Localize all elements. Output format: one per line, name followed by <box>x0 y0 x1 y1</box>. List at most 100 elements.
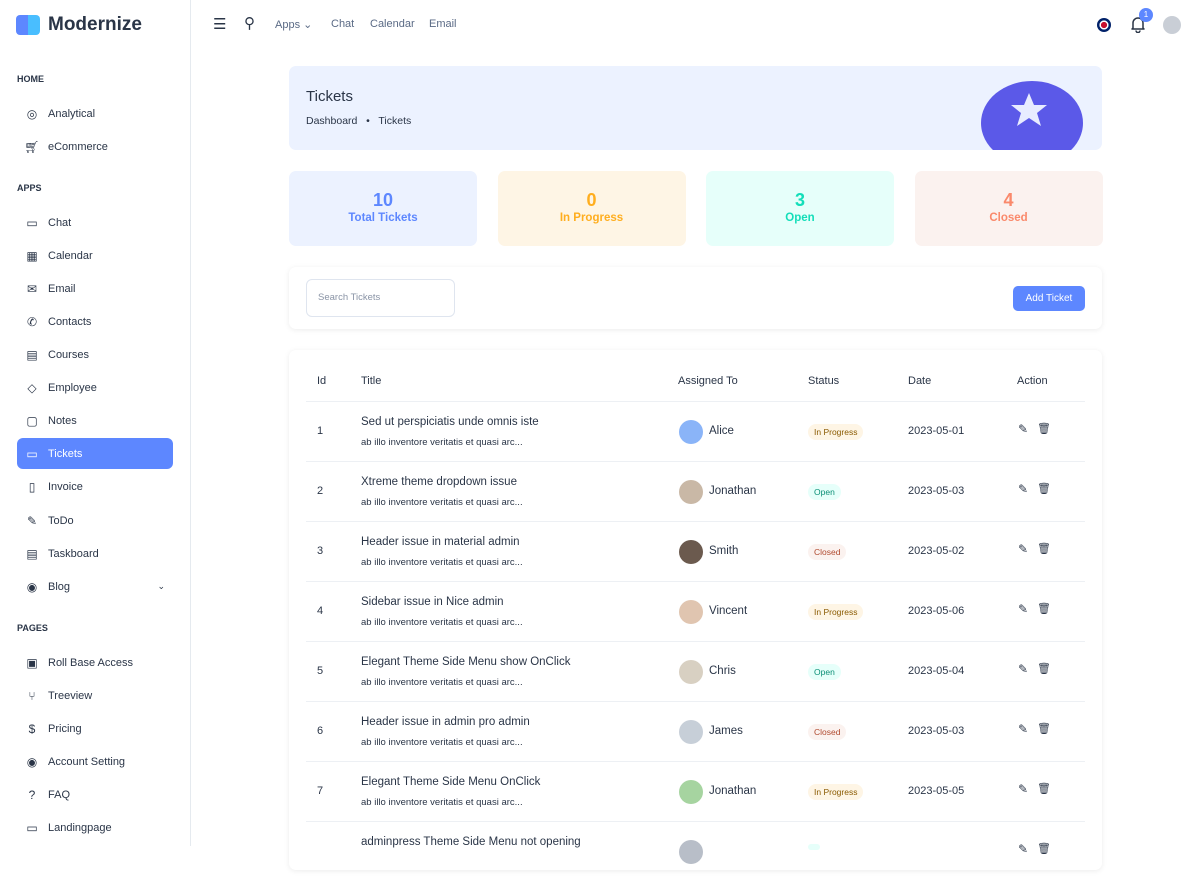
sidebar-item-invoice[interactable]: ▯ Invoice <box>17 471 173 502</box>
sidebar-item-faq[interactable]: ? FAQ <box>17 779 173 810</box>
sidebar-item-contacts[interactable]: ✆ Contacts <box>26 314 92 329</box>
ticket-title[interactable]: Sidebar issue in Nice admin <box>361 596 504 608</box>
stat-card[interactable]: 0 In Progress <box>497 171 686 246</box>
add-ticket-button[interactable]: Add Ticket <box>1013 286 1085 311</box>
trash-icon[interactable]: 🗑︎ <box>1037 483 1051 495</box>
trash-icon[interactable]: 🗑︎ <box>1037 423 1051 435</box>
edit-icon[interactable]: ✎ <box>1018 722 1029 736</box>
courses-icon: ▤ <box>26 347 38 362</box>
page-banner: Tickets Dashboard • Tickets <box>289 66 1102 150</box>
edit-icon[interactable]: ✎ <box>1018 782 1029 796</box>
status-badge: Closed <box>808 724 847 740</box>
dollar-icon: $ <box>28 721 36 736</box>
logo[interactable]: Modernize <box>16 14 142 36</box>
edit-icon[interactable]: ✎ <box>1018 662 1029 676</box>
stat-card[interactable]: 10 Total Tickets <box>289 171 477 246</box>
nav-chat[interactable]: Chat <box>331 18 355 30</box>
sidebar-item-calendar[interactable]: ▦ Calendar <box>26 248 93 263</box>
trash-icon[interactable]: 🗑︎ <box>1037 843 1051 855</box>
table-row[interactable]: 4 Sidebar issue in Nice admin ab illo in… <box>306 581 1085 641</box>
trash-icon[interactable]: 🗑︎ <box>1037 723 1051 735</box>
section-title: PAGES <box>17 623 48 633</box>
message-icon: ▭ <box>26 215 38 230</box>
ticket-title[interactable]: adminpress Theme Side Menu not opening <box>361 836 581 848</box>
ticket-title[interactable]: Xtreme theme dropdown issue <box>361 476 517 488</box>
ticket-toolbar: Search Tickets Add Ticket <box>289 267 1102 329</box>
ticket-date: 2023-05-01 <box>908 425 965 437</box>
edit-icon[interactable]: ✎ <box>1018 422 1029 436</box>
avatar <box>679 420 703 444</box>
table-row[interactable]: 2 Xtreme theme dropdown issue ab illo in… <box>306 461 1085 521</box>
tickets-table: Id Title Assigned To Status Date Action 1 Sed… <box>289 350 1102 870</box>
page-title: Tickets <box>306 88 353 105</box>
sidebar-item-chat[interactable]: ▭ Chat <box>26 215 72 230</box>
ticket-subtitle: ab illo inventore veritatis et quasi arc… <box>361 677 523 688</box>
trash-icon[interactable]: 🗑︎ <box>1037 663 1051 675</box>
assignee-name: Alice <box>709 425 734 437</box>
sidebar-item-treeview[interactable]: ⑂ Treeview <box>17 680 173 711</box>
table-row[interactable]: adminpress Theme Side Menu not opening ✎… <box>306 821 1085 881</box>
sidebar-item-account-setting[interactable]: ◉ Account Setting <box>26 754 126 769</box>
ticket-title[interactable]: Header issue in admin pro admin <box>361 716 530 728</box>
sidebar-item-ecommerce[interactable]: 🛒︎ eCommerce <box>24 139 108 154</box>
ticket-id: 4 <box>317 605 324 617</box>
trash-icon[interactable]: 🗑︎ <box>1037 543 1051 555</box>
trash-icon[interactable]: 🗑︎ <box>1037 603 1051 615</box>
edit-icon[interactable]: ✎ <box>1018 542 1029 556</box>
sidebar-item-roll-base-access[interactable]: ▣ Roll Base Access <box>26 655 133 670</box>
chevron-down-icon: ⌄ <box>157 581 165 591</box>
search-input[interactable]: Search Tickets <box>306 279 455 317</box>
user-avatar[interactable] <box>1163 16 1181 34</box>
table-row[interactable]: 5 Elegant Theme Side Menu show OnClick a… <box>306 641 1085 701</box>
blog-icon: ◉ <box>26 579 38 594</box>
uk-flag-icon[interactable] <box>1097 18 1111 32</box>
nav-calendar[interactable]: Calendar <box>370 18 415 30</box>
ticket-title[interactable]: Header issue in material admin <box>361 536 520 548</box>
avatar <box>679 780 703 804</box>
sidebar-item-email[interactable]: ✉ Email <box>26 281 76 296</box>
menu-icon[interactable]: ☰ <box>213 16 227 33</box>
table-row[interactable]: 3 Header issue in material admin ab illo… <box>306 521 1085 581</box>
ticket-subtitle: ab illo inventore veritatis et quasi arc… <box>361 617 523 628</box>
breadcrumb-current: Tickets <box>378 115 412 127</box>
table-row[interactable]: 7 Elegant Theme Side Menu OnClick ab ill… <box>306 761 1085 821</box>
sidebar-item-courses[interactable]: ▤ Courses <box>26 347 89 362</box>
table-row[interactable]: 6 Header issue in admin pro admin ab ill… <box>306 701 1085 761</box>
ticket-title[interactable]: Elegant Theme Side Menu show OnClick <box>361 656 571 668</box>
edit-icon[interactable]: ✎ <box>1018 482 1029 496</box>
search-icon[interactable]: ⚲ <box>244 15 255 32</box>
assignee-name: Chris <box>709 665 736 677</box>
sidebar-item-employee[interactable]: ◇ Employee <box>17 372 173 403</box>
sidebar-item-analytical[interactable]: ◎ Analytical <box>26 106 96 121</box>
avatar <box>679 660 703 684</box>
edit-icon[interactable]: ✎ <box>1018 842 1029 856</box>
breadcrumb-dashboard[interactable]: Dashboard <box>306 115 358 127</box>
ticket-id: 7 <box>317 785 324 797</box>
ticket-id: 2 <box>317 485 324 497</box>
table-row[interactable]: 1 Sed ut perspiciatis unde omnis iste ab… <box>306 401 1085 461</box>
ticket-title[interactable]: Elegant Theme Side Menu OnClick <box>361 776 541 788</box>
lock-icon: ▣ <box>26 655 38 670</box>
sidebar-item-pricing[interactable]: $ Pricing <box>17 713 173 744</box>
apps-menu[interactable]: Apps ⌄ <box>275 19 313 31</box>
edit-icon[interactable]: ✎ <box>1018 602 1029 616</box>
ticket-title[interactable]: Sed ut perspiciatis unde omnis iste <box>361 416 539 428</box>
stat-card[interactable]: 4 Closed <box>914 171 1103 246</box>
ticket-id: 6 <box>317 725 324 737</box>
chevron-down-icon: ⌄ <box>303 19 313 31</box>
stat-card[interactable]: 3 Open <box>706 171 894 246</box>
sidebar-item-landingpage[interactable]: ▭ Landingpage <box>26 820 112 835</box>
sidebar-item-tickets[interactable]: ▭ Tickets <box>17 438 173 469</box>
ticket-date: 2023-05-03 <box>908 725 965 737</box>
assignee-name: James <box>709 725 743 737</box>
trash-icon[interactable]: 🗑︎ <box>1037 783 1051 795</box>
nav-email[interactable]: Email <box>429 18 457 30</box>
avatar <box>679 600 703 624</box>
ticket-date: 2023-05-03 <box>908 485 965 497</box>
sidebar-item-notes[interactable]: ▢ Notes <box>26 413 77 428</box>
sidebar-item-todo[interactable]: ✎ ToDo <box>26 513 74 528</box>
breadcrumb: Dashboard • Tickets <box>306 115 412 127</box>
sidebar-item-taskboard[interactable]: ▤ Taskboard <box>26 546 99 561</box>
avatar <box>679 840 703 864</box>
sidebar-item-blog[interactable]: ◉ Blog ⌄ <box>26 579 165 594</box>
